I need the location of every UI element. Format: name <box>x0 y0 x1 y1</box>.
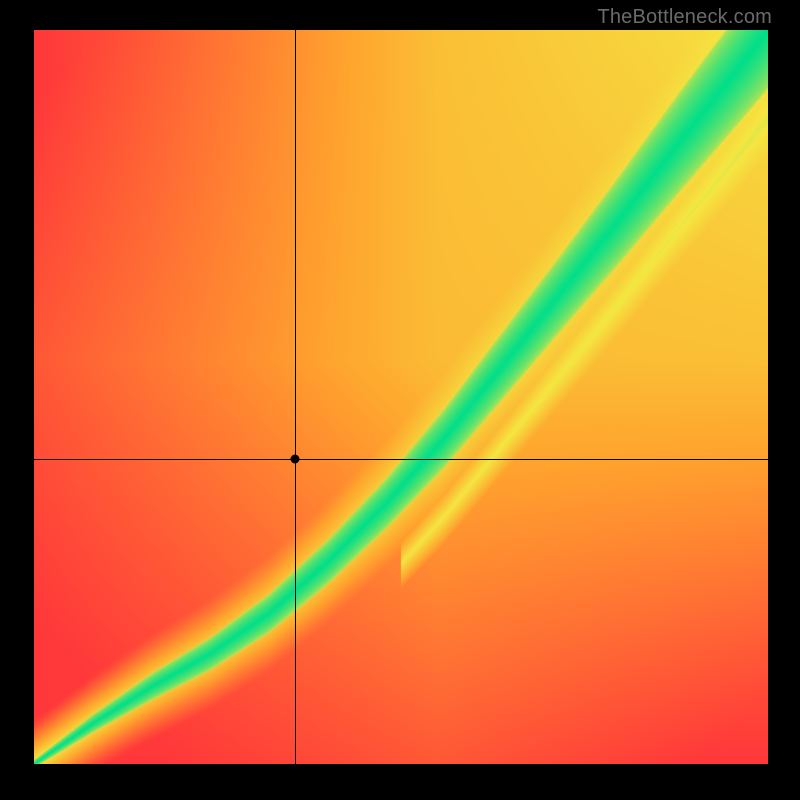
heatmap-plot <box>34 30 768 764</box>
crosshair-vertical <box>295 30 296 764</box>
heatmap-canvas <box>34 30 768 764</box>
crosshair-dot <box>290 455 299 464</box>
watermark-text: TheBottleneck.com <box>597 6 772 29</box>
crosshair-horizontal <box>34 459 768 460</box>
